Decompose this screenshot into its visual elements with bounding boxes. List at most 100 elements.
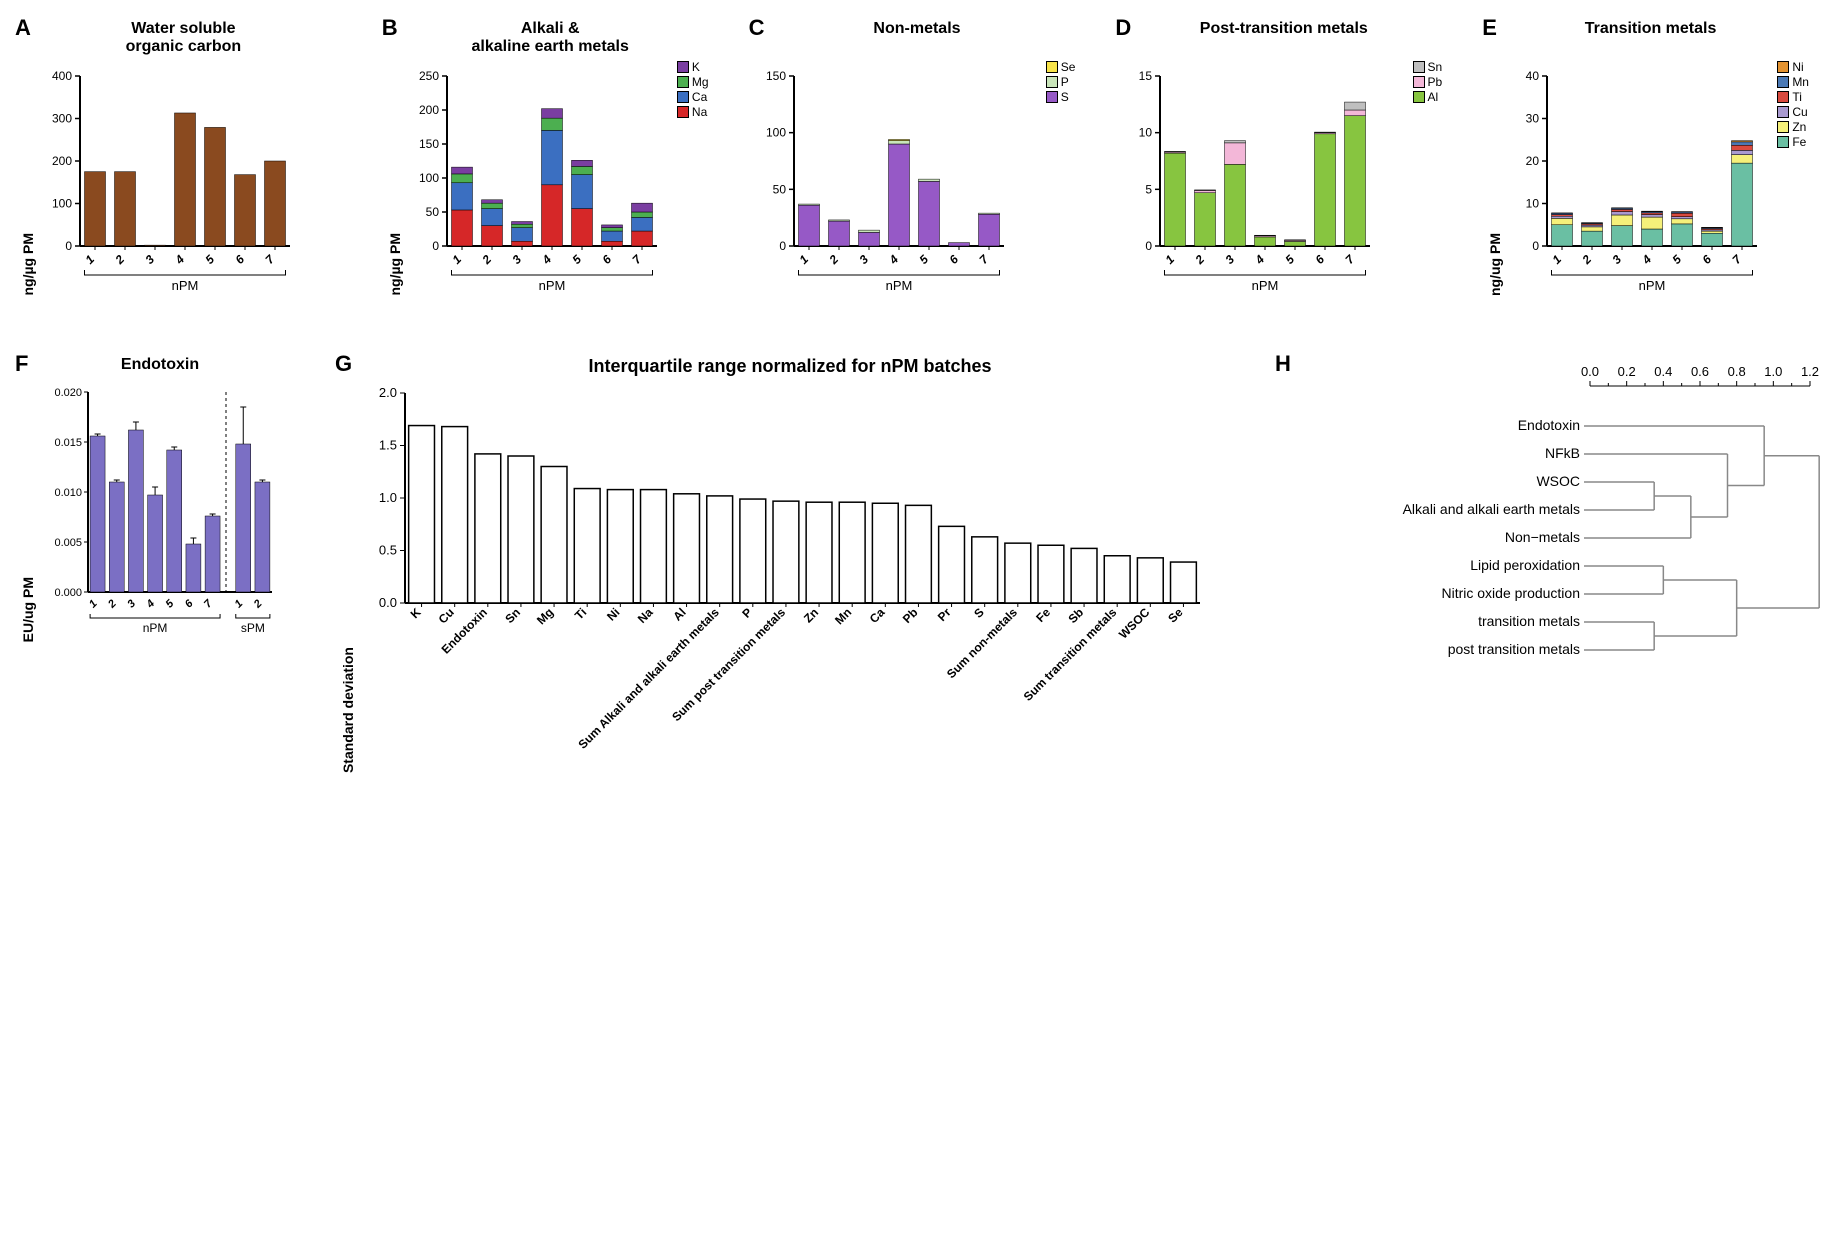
svg-text:0: 0 bbox=[1146, 239, 1153, 253]
svg-text:Pb: Pb bbox=[900, 605, 921, 626]
svg-text:nPM: nPM bbox=[172, 278, 199, 293]
svg-text:Zn: Zn bbox=[801, 605, 821, 625]
svg-text:0.005: 0.005 bbox=[54, 537, 82, 549]
svg-text:1.5: 1.5 bbox=[379, 438, 397, 453]
svg-text:2: 2 bbox=[1579, 252, 1595, 268]
svg-text:0.6: 0.6 bbox=[1691, 364, 1709, 379]
svg-text:1: 1 bbox=[796, 252, 811, 267]
panel-b-legend: KMgCaNa bbox=[677, 60, 709, 120]
panel-c: C Non-metals 0501001501234567nPM SePS bbox=[754, 20, 1081, 296]
svg-text:1.0: 1.0 bbox=[379, 490, 397, 505]
svg-text:Alkali and alkali earth metals: Alkali and alkali earth metals bbox=[1403, 501, 1580, 517]
top-row: A Water solubleorganic carbon ng/µg PM 0… bbox=[20, 20, 1814, 296]
svg-text:2: 2 bbox=[112, 252, 128, 268]
svg-text:Sn: Sn bbox=[502, 605, 523, 626]
svg-text:40: 40 bbox=[1526, 69, 1540, 83]
svg-text:5: 5 bbox=[569, 252, 584, 267]
svg-text:7: 7 bbox=[1343, 251, 1359, 267]
svg-text:0.000: 0.000 bbox=[54, 587, 82, 599]
svg-text:4: 4 bbox=[1252, 252, 1268, 268]
svg-text:6: 6 bbox=[1313, 252, 1328, 267]
svg-text:Pr: Pr bbox=[935, 605, 954, 624]
svg-text:2.0: 2.0 bbox=[379, 385, 397, 400]
svg-text:Mg: Mg bbox=[534, 605, 556, 627]
svg-text:1: 1 bbox=[449, 252, 464, 267]
svg-text:2: 2 bbox=[1192, 252, 1208, 268]
svg-text:1.2: 1.2 bbox=[1801, 364, 1819, 379]
svg-text:3: 3 bbox=[125, 598, 138, 611]
panel-f-ylabel: EU/ug PM bbox=[20, 577, 36, 642]
svg-text:6: 6 bbox=[946, 252, 961, 267]
panel-d-legend: SnPbAl bbox=[1413, 60, 1443, 105]
svg-text:Ni: Ni bbox=[604, 605, 622, 623]
panel-b-chart: 0501001502002501234567nPM bbox=[407, 66, 667, 296]
svg-text:Se: Se bbox=[1165, 605, 1186, 626]
svg-text:5: 5 bbox=[164, 597, 177, 610]
svg-text:150: 150 bbox=[419, 137, 439, 151]
svg-text:WSOC: WSOC bbox=[1536, 473, 1580, 489]
svg-text:100: 100 bbox=[766, 126, 786, 140]
svg-text:nPM: nPM bbox=[1639, 278, 1666, 293]
panel-e-legend: NiMnTiCuZnFe bbox=[1777, 60, 1809, 150]
panel-g: G Interquartile range normalized for nPM… bbox=[340, 356, 1240, 773]
svg-text:4: 4 bbox=[1639, 252, 1655, 268]
svg-text:2: 2 bbox=[251, 598, 265, 612]
svg-text:transition metals: transition metals bbox=[1478, 613, 1580, 629]
svg-text:200: 200 bbox=[419, 103, 439, 117]
panel-c-label: C bbox=[749, 15, 765, 41]
panel-a-title: Water solubleorganic carbon bbox=[20, 20, 347, 60]
svg-text:7: 7 bbox=[262, 251, 278, 267]
panel-g-chart: 0.00.51.01.52.0KCuEndotoxinSnMgTiNiNaAlS… bbox=[360, 383, 1210, 773]
svg-text:5: 5 bbox=[1146, 182, 1153, 196]
svg-text:50: 50 bbox=[772, 182, 786, 196]
panel-g-title: Interquartile range normalized for nPM b… bbox=[340, 356, 1240, 377]
svg-text:0.020: 0.020 bbox=[54, 387, 82, 399]
panel-c-chart: 0501001501234567nPM bbox=[754, 66, 1014, 296]
svg-text:5: 5 bbox=[916, 252, 931, 267]
svg-text:150: 150 bbox=[766, 69, 786, 83]
panel-e-ylabel: ng/ug PM bbox=[1487, 233, 1503, 296]
svg-text:0: 0 bbox=[1533, 239, 1540, 253]
svg-text:400: 400 bbox=[52, 69, 72, 83]
svg-text:7: 7 bbox=[976, 251, 992, 267]
svg-text:0.8: 0.8 bbox=[1728, 364, 1746, 379]
svg-text:100: 100 bbox=[52, 197, 72, 211]
panel-f-chart: 0.0000.0050.0100.0150.020123456712nPMsPM bbox=[40, 382, 280, 642]
svg-text:1: 1 bbox=[1163, 252, 1178, 267]
svg-text:0: 0 bbox=[65, 239, 72, 253]
svg-text:Cu: Cu bbox=[436, 605, 457, 626]
panel-h-dendrogram: 0.00.20.40.60.81.01.2EndotoxinNFkBWSOCAl… bbox=[1280, 356, 1820, 696]
bottom-row: F Endotoxin EU/ug PM 0.0000.0050.0100.01… bbox=[20, 356, 1814, 773]
svg-text:0.010: 0.010 bbox=[54, 487, 82, 499]
svg-text:0: 0 bbox=[432, 239, 439, 253]
svg-text:200: 200 bbox=[52, 154, 72, 168]
svg-text:Lipid peroxidation: Lipid peroxidation bbox=[1470, 557, 1580, 573]
svg-text:Sum post transition metals: Sum post transition metals bbox=[669, 605, 788, 724]
svg-text:0.2: 0.2 bbox=[1618, 364, 1636, 379]
svg-text:6: 6 bbox=[183, 597, 196, 610]
panel-f-title: Endotoxin bbox=[20, 356, 300, 376]
svg-text:10: 10 bbox=[1139, 126, 1153, 140]
panel-b: B Alkali &alkaline earth metals ng/µg PM… bbox=[387, 20, 714, 296]
svg-text:5: 5 bbox=[202, 252, 217, 267]
svg-text:Fe: Fe bbox=[1033, 605, 1053, 625]
panel-g-label: G bbox=[335, 351, 352, 377]
svg-text:7: 7 bbox=[202, 597, 215, 610]
svg-text:Mn: Mn bbox=[832, 605, 854, 627]
panel-a: A Water solubleorganic carbon ng/µg PM 0… bbox=[20, 20, 347, 296]
svg-text:4: 4 bbox=[539, 252, 555, 268]
panel-b-title: Alkali &alkaline earth metals bbox=[387, 20, 714, 60]
panel-g-ylabel: Standard deviation bbox=[340, 647, 356, 773]
svg-text:Non−metals: Non−metals bbox=[1505, 529, 1580, 545]
svg-text:3: 3 bbox=[509, 252, 524, 267]
panel-b-label: B bbox=[382, 15, 398, 41]
svg-text:1: 1 bbox=[82, 252, 97, 267]
svg-text:K: K bbox=[408, 605, 424, 621]
svg-text:1.0: 1.0 bbox=[1764, 364, 1782, 379]
svg-text:Na: Na bbox=[635, 605, 656, 626]
svg-text:100: 100 bbox=[419, 171, 439, 185]
svg-text:4: 4 bbox=[885, 252, 901, 268]
panel-a-chart: 01002003004001234567nPM bbox=[40, 66, 300, 296]
panel-a-ylabel: ng/µg PM bbox=[20, 233, 36, 296]
panel-e-chart: 0102030401234567nPM bbox=[1507, 66, 1767, 296]
